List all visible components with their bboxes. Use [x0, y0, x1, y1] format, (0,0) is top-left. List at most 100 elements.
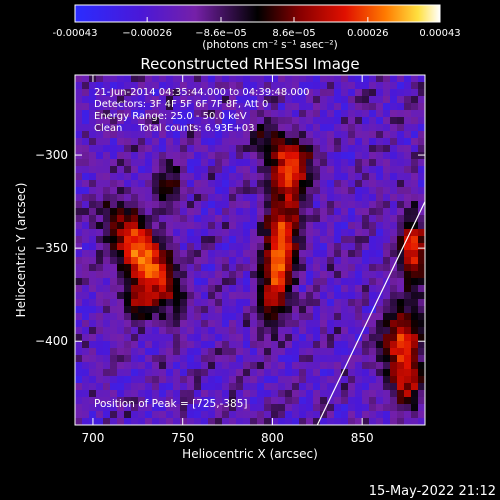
- heatmap-cell: [327, 390, 335, 398]
- heatmap-cell: [201, 250, 209, 258]
- heatmap-cell: [292, 96, 300, 104]
- heatmap-cell: [215, 376, 223, 384]
- heatmap-cell: [320, 103, 328, 111]
- heatmap-cell: [215, 278, 223, 286]
- heatmap-cell: [187, 418, 195, 425]
- heatmap-cell: [264, 285, 272, 293]
- heatmap-cell: [250, 215, 258, 223]
- heatmap-cell: [131, 145, 139, 153]
- heatmap-cell: [89, 89, 97, 97]
- heatmap-cell: [145, 369, 153, 377]
- heatmap-cell: [285, 131, 293, 139]
- heatmap-cell: [159, 264, 167, 272]
- heatmap-cell: [117, 194, 125, 202]
- heatmap-cell: [173, 117, 181, 125]
- heatmap-cell: [82, 96, 90, 104]
- heatmap-cell: [131, 320, 139, 328]
- heatmap-cell: [376, 285, 384, 293]
- heatmap-cell: [411, 159, 419, 167]
- heatmap-cell: [103, 306, 111, 314]
- heatmap-cell: [131, 278, 139, 286]
- heatmap-cell: [145, 124, 153, 132]
- heatmap-cell: [131, 250, 139, 258]
- heatmap-cell: [131, 236, 139, 244]
- heatmap-cell: [180, 320, 188, 328]
- heatmap-cell: [222, 138, 230, 146]
- heatmap-cell: [369, 271, 377, 279]
- heatmap-cell: [117, 264, 125, 272]
- heatmap-cell: [243, 264, 251, 272]
- heatmap-cell: [222, 124, 230, 132]
- heatmap-cell: [299, 96, 307, 104]
- heatmap-cell: [397, 306, 405, 314]
- heatmap-cell: [222, 145, 230, 153]
- heatmap-cell: [82, 355, 90, 363]
- heatmap-cell: [236, 383, 244, 391]
- heatmap-cell: [327, 180, 335, 188]
- heatmap-cell: [215, 285, 223, 293]
- heatmap-cell: [306, 110, 314, 118]
- heatmap-cell: [334, 341, 342, 349]
- heatmap-cell: [306, 327, 314, 335]
- heatmap-cell: [208, 131, 216, 139]
- heatmap-cell: [348, 397, 356, 405]
- x-tick-label: 850: [351, 431, 374, 445]
- heatmap-cell: [404, 404, 412, 412]
- heatmap-cell: [355, 341, 363, 349]
- heatmap-cell: [110, 306, 118, 314]
- heatmap-cell: [229, 194, 237, 202]
- heatmap-cell: [124, 306, 132, 314]
- heatmap-cell: [187, 75, 195, 83]
- heatmap-cell: [278, 390, 286, 398]
- heatmap-cell: [278, 215, 286, 223]
- heatmap-cell: [278, 376, 286, 384]
- heatmap-cell: [110, 194, 118, 202]
- heatmap-cell: [243, 418, 251, 425]
- heatmap-cell: [194, 201, 202, 209]
- heatmap-cell: [117, 278, 125, 286]
- heatmap-cell: [313, 404, 321, 412]
- heatmap-cell: [124, 264, 132, 272]
- heatmap-cell: [124, 334, 132, 342]
- heatmap-cell: [166, 348, 174, 356]
- heatmap-cell: [96, 285, 104, 293]
- heatmap-cell: [257, 117, 265, 125]
- heatmap-cell: [201, 306, 209, 314]
- heatmap-cell: [306, 348, 314, 356]
- heatmap-cell: [271, 180, 279, 188]
- heatmap-cell: [285, 229, 293, 237]
- heatmap-cell: [250, 383, 258, 391]
- heatmap-cell: [243, 348, 251, 356]
- heatmap-cell: [404, 306, 412, 314]
- heatmap-cell: [173, 110, 181, 118]
- heatmap-cell: [89, 355, 97, 363]
- heatmap-cell: [194, 215, 202, 223]
- heatmap-cell: [411, 383, 419, 391]
- heatmap-cell: [320, 348, 328, 356]
- heatmap-cell: [145, 355, 153, 363]
- heatmap-cell: [404, 397, 412, 405]
- heatmap-cell: [152, 201, 160, 209]
- heatmap-cell: [313, 397, 321, 405]
- heatmap-cell: [89, 250, 97, 258]
- heatmap-cell: [271, 89, 279, 97]
- heatmap-cell: [348, 250, 356, 258]
- heatmap-cell: [215, 166, 223, 174]
- heatmap-cell: [117, 411, 125, 419]
- heatmap-cell: [166, 166, 174, 174]
- heatmap-cell: [166, 362, 174, 370]
- heatmap-cell: [250, 110, 258, 118]
- heatmap-cell: [124, 397, 132, 405]
- heatmap-cell: [383, 131, 391, 139]
- heatmap-cell: [89, 278, 97, 286]
- heatmap-cell: [187, 194, 195, 202]
- heatmap-cell: [355, 313, 363, 321]
- heatmap-cell: [334, 243, 342, 251]
- heatmap-cell: [159, 376, 167, 384]
- heatmap-cell: [82, 117, 90, 125]
- heatmap-cell: [187, 103, 195, 111]
- heatmap-cell: [404, 187, 412, 195]
- heatmap-cell: [250, 313, 258, 321]
- heatmap-cell: [348, 117, 356, 125]
- heatmap-cell: [306, 180, 314, 188]
